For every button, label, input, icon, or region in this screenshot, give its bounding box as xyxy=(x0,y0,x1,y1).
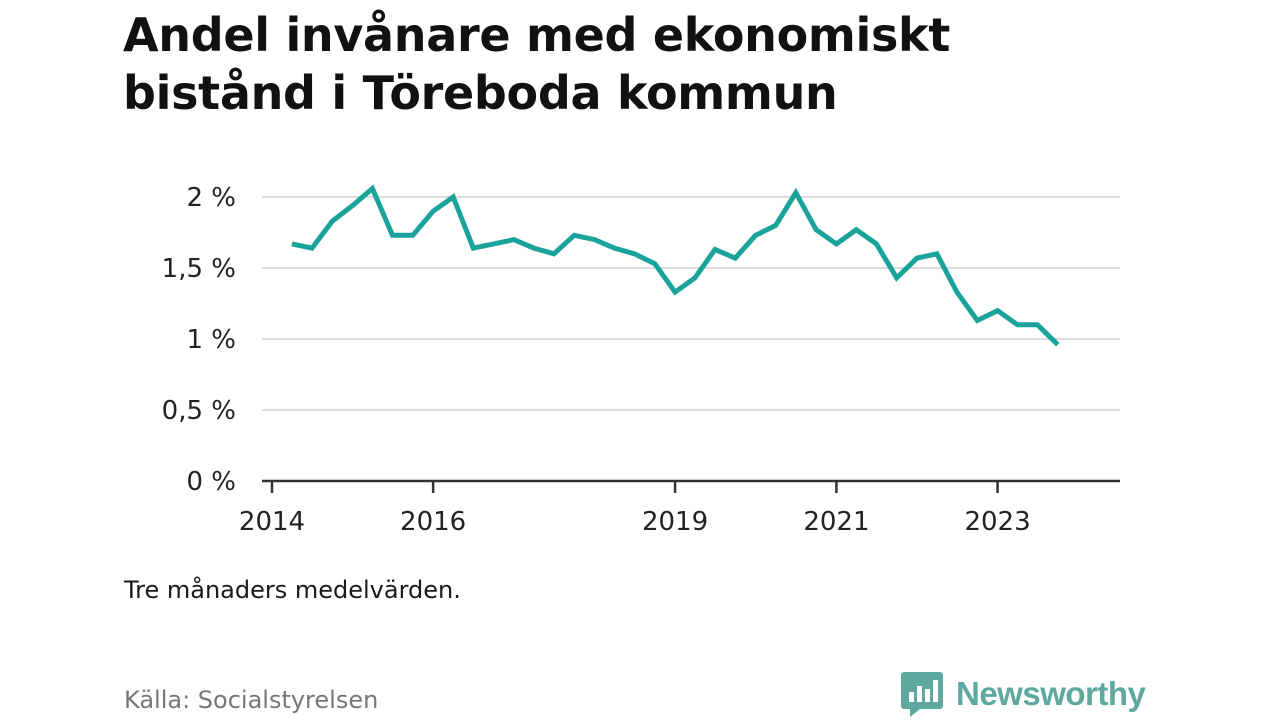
source-credit: Källa: Socialstyrelsen xyxy=(124,686,379,714)
brand-name: Newsworthy xyxy=(956,675,1146,712)
y-axis-labels: 0 % 0,5 % 1 % 1,5 % 2 % xyxy=(162,183,236,497)
x-tick-label: 2021 xyxy=(803,507,869,537)
brand-logo: Newsworthy xyxy=(900,670,1146,718)
chart-title: Andel invånare med ekonomiskt bistånd i … xyxy=(123,8,951,120)
series-line xyxy=(291,184,1060,347)
newsworthy-logo-icon xyxy=(901,672,943,717)
x-tick-label: 2023 xyxy=(964,507,1030,537)
y-tick-label: 0 % xyxy=(186,467,236,497)
chart-note: Tre månaders medelvärden. xyxy=(124,576,461,604)
y-tick-label: 1,5 % xyxy=(162,254,236,284)
y-tick-label: 0,5 % xyxy=(162,396,236,426)
x-tick-label: 2019 xyxy=(642,507,708,537)
x-axis-ticks: 2014 2016 2019 2021 2023 xyxy=(239,481,1031,537)
x-tick-label: 2014 xyxy=(239,507,305,537)
y-tick-label: 1 % xyxy=(186,325,236,355)
grid-lines xyxy=(262,196,1120,411)
y-tick-label: 2 % xyxy=(186,183,236,213)
x-tick-label: 2016 xyxy=(400,507,466,537)
